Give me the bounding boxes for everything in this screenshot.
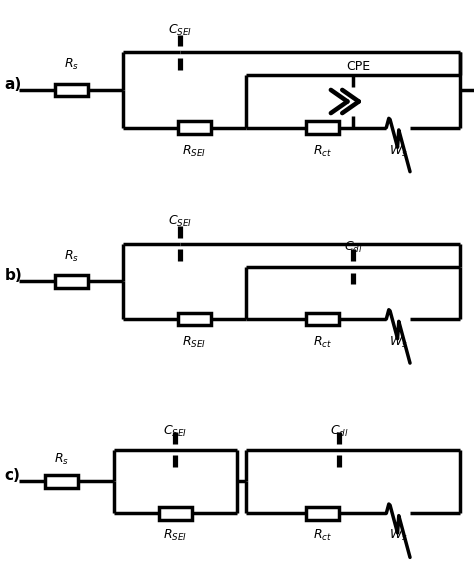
Text: $R_s$: $R_s$ xyxy=(64,57,79,72)
Bar xyxy=(306,121,339,134)
Text: $C_{SEI}$: $C_{SEI}$ xyxy=(168,214,192,229)
Bar xyxy=(178,313,211,325)
Bar xyxy=(55,84,88,96)
Text: c): c) xyxy=(5,468,20,483)
Text: $R_{SEI}$: $R_{SEI}$ xyxy=(164,528,187,543)
Bar xyxy=(45,475,78,488)
Text: $C_{SEI}$: $C_{SEI}$ xyxy=(168,23,192,38)
Text: $W_s$: $W_s$ xyxy=(389,144,408,159)
Text: $R_{SEI}$: $R_{SEI}$ xyxy=(182,335,206,350)
Text: $W_s$: $W_s$ xyxy=(389,528,408,543)
Text: $C_{dl}$: $C_{dl}$ xyxy=(344,240,363,255)
Text: $R_{ct}$: $R_{ct}$ xyxy=(313,528,332,543)
Bar xyxy=(159,507,192,520)
Text: a): a) xyxy=(5,77,22,92)
Bar xyxy=(55,275,88,288)
Text: $R_{ct}$: $R_{ct}$ xyxy=(313,144,332,159)
Text: $C_{dl}$: $C_{dl}$ xyxy=(329,424,348,439)
Bar xyxy=(306,507,339,520)
Text: $W_s$: $W_s$ xyxy=(389,335,408,350)
Text: b): b) xyxy=(5,268,22,283)
Text: $R_{ct}$: $R_{ct}$ xyxy=(313,335,332,350)
Bar xyxy=(178,121,211,134)
Text: $R_s$: $R_s$ xyxy=(54,452,69,467)
Text: $R_s$: $R_s$ xyxy=(64,249,79,264)
Text: $C_{SEI}$: $C_{SEI}$ xyxy=(164,424,187,439)
Text: $R_{SEI}$: $R_{SEI}$ xyxy=(182,144,206,159)
Bar xyxy=(306,313,339,325)
Text: CPE: CPE xyxy=(346,60,370,72)
